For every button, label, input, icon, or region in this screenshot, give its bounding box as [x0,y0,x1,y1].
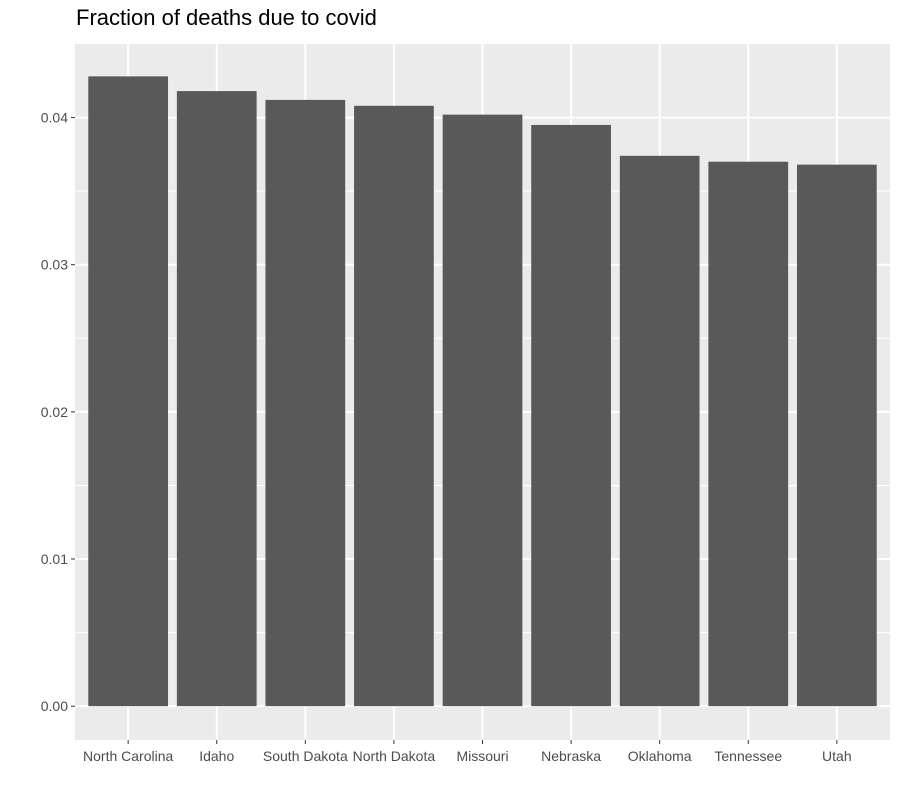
x-tick-label: Missouri [456,748,508,764]
y-tick-label: 0.02 [41,404,68,420]
chart-title: Fraction of deaths due to covid [76,5,377,30]
bar [442,114,523,707]
x-tick-label: North Dakota [353,748,436,764]
bar [176,91,257,707]
bar [619,155,700,707]
tick-labels: 0.00 0.01 0.02 0.03 0.04 North Carolina Idaho S… [41,110,852,764]
x-tick-label: Tennessee [714,748,782,764]
bar [265,99,346,707]
x-tick-label: North Carolina [83,748,173,764]
x-tick-label: South Dakota [263,748,348,764]
y-tick-label: 0.04 [41,110,68,126]
y-tick-label: 0.00 [41,698,68,714]
x-tick-label: Idaho [199,748,234,764]
x-tick-label: Oklahoma [628,748,692,764]
bar [531,124,611,707]
bar [708,161,789,707]
bars [88,76,877,707]
x-tick-label: Nebraska [541,748,601,764]
y-tick-label: 0.01 [41,551,68,567]
bar [88,76,169,707]
x-tick-label: Utah [822,748,852,764]
bar [354,105,434,707]
y-tick-label: 0.03 [41,257,68,273]
bar [796,164,877,707]
axis-ticks [71,117,838,744]
